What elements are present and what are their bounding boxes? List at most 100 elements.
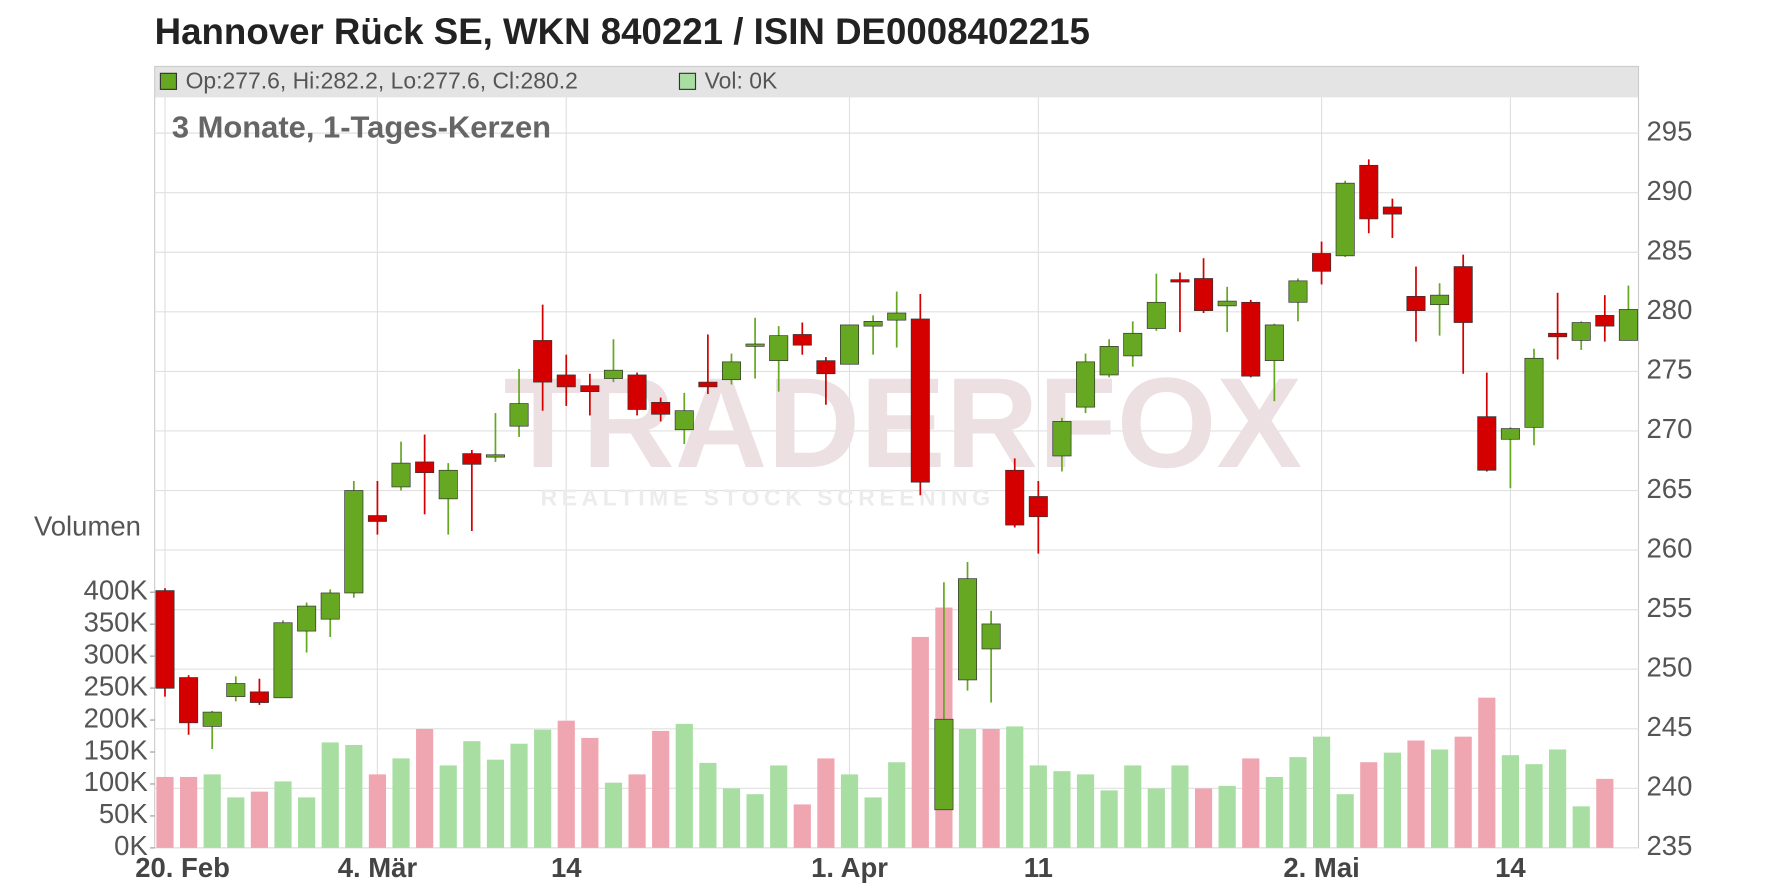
watermark-tagline: REALTIME STOCK SCREENING — [541, 485, 995, 511]
volume-bar — [227, 797, 245, 848]
candle-body — [462, 453, 482, 465]
volume-bar — [203, 774, 221, 848]
candle-body — [533, 340, 553, 383]
volume-bar — [652, 730, 670, 848]
candle-body — [556, 374, 576, 388]
candle-body — [910, 318, 930, 483]
candle-body — [1288, 280, 1308, 303]
candle-body — [1264, 324, 1284, 362]
volume-bar — [439, 765, 457, 848]
candle-body — [863, 321, 883, 327]
volume-bar — [1312, 736, 1331, 848]
volume-bar — [274, 781, 292, 848]
candle-body — [1194, 278, 1214, 311]
y-tick-label: 260 — [1647, 532, 1693, 563]
volume-bar — [1383, 752, 1401, 848]
y2-tick-label: 150K — [84, 734, 149, 765]
candle-body — [1571, 322, 1591, 341]
volume-bar — [321, 742, 339, 848]
x-tick-label: 4. Mär — [338, 852, 418, 883]
volume-bar — [345, 744, 363, 848]
candle-body — [674, 410, 694, 431]
volume-bar — [1454, 736, 1472, 848]
chart-title: Hannover Rück SE, WKN 840221 / ISIN DE00… — [155, 11, 1090, 52]
volume-bar — [298, 797, 316, 848]
candle-body — [1406, 295, 1426, 311]
volume-bar — [722, 788, 741, 848]
candle-body — [769, 335, 789, 362]
x-tick-label: 20. Feb — [135, 852, 230, 883]
watermark: TRADERFOX — [504, 352, 1302, 495]
volume-bar — [368, 774, 387, 848]
y2-tick-label: 350K — [84, 606, 149, 637]
volume-bar — [1194, 788, 1213, 848]
candle-body — [1500, 428, 1520, 440]
candle-body — [438, 469, 458, 500]
volume-bar — [1124, 765, 1142, 848]
y-tick-label: 250 — [1647, 651, 1693, 682]
candle-body — [415, 461, 435, 473]
candle-body — [1076, 361, 1096, 408]
volume-bar — [888, 762, 906, 848]
volume-bar — [1407, 740, 1425, 848]
volume-bar — [1596, 778, 1614, 848]
candle-body — [367, 515, 387, 522]
volume-bar — [675, 723, 693, 848]
candle-body — [580, 385, 600, 392]
volume-bar — [1572, 806, 1590, 848]
y-tick-label: 235 — [1647, 830, 1693, 861]
candle-body — [226, 683, 246, 697]
candle-body — [509, 403, 529, 427]
volume-bar — [416, 728, 434, 848]
x-tick-label: 1. Apr — [811, 852, 888, 883]
volume-bar — [1430, 749, 1449, 848]
y-tick-label: 245 — [1647, 711, 1693, 742]
volume-bar — [1478, 697, 1496, 848]
y-tick-label: 290 — [1647, 175, 1693, 206]
volume-bar — [510, 743, 528, 848]
y-tick-label: 270 — [1647, 413, 1693, 444]
volume-bar — [1100, 790, 1118, 848]
volume-bar — [911, 636, 929, 848]
y2-tick-label: 100K — [84, 766, 149, 797]
y-tick-label: 255 — [1647, 592, 1693, 623]
candle-body — [1335, 182, 1355, 257]
y-tick-label: 275 — [1647, 354, 1693, 385]
candle-body — [1453, 266, 1473, 323]
volume-bar — [604, 782, 623, 848]
volume-bar — [581, 737, 599, 848]
y-tick-label: 240 — [1647, 771, 1693, 802]
candle-body — [297, 605, 317, 632]
candle-body — [391, 462, 411, 488]
candle-body — [1123, 332, 1143, 357]
candle-body — [320, 592, 340, 620]
volume-bar — [1265, 776, 1283, 848]
volume-bar — [1242, 758, 1260, 848]
volume-bar — [180, 776, 198, 848]
candle-body — [721, 361, 741, 381]
y2-tick-label: 300K — [84, 638, 149, 669]
candle-body — [958, 578, 978, 681]
volume-bar — [1053, 771, 1071, 848]
candle-body — [1170, 279, 1190, 283]
candle-body — [1359, 164, 1379, 220]
y2-tick-label: 400K — [84, 574, 149, 605]
y2-tick-label: 200K — [84, 702, 149, 733]
volume-bar — [864, 797, 882, 848]
candle-body — [698, 381, 718, 388]
candle-body — [1524, 357, 1544, 428]
x-tick-label: 11 — [1024, 852, 1053, 883]
candle-body — [249, 691, 269, 703]
volume-bar — [486, 759, 505, 848]
volume-bar — [982, 728, 1000, 848]
candle-body — [1382, 206, 1402, 215]
candle-body — [1217, 300, 1237, 307]
candle-body — [792, 334, 812, 346]
y-tick-label: 295 — [1647, 115, 1693, 146]
info-volume: Vol: 0K — [705, 68, 778, 94]
volume-bar — [463, 741, 481, 848]
info-bar — [154, 66, 1639, 98]
volume-bar — [1360, 762, 1378, 848]
volume-bar — [250, 791, 269, 848]
